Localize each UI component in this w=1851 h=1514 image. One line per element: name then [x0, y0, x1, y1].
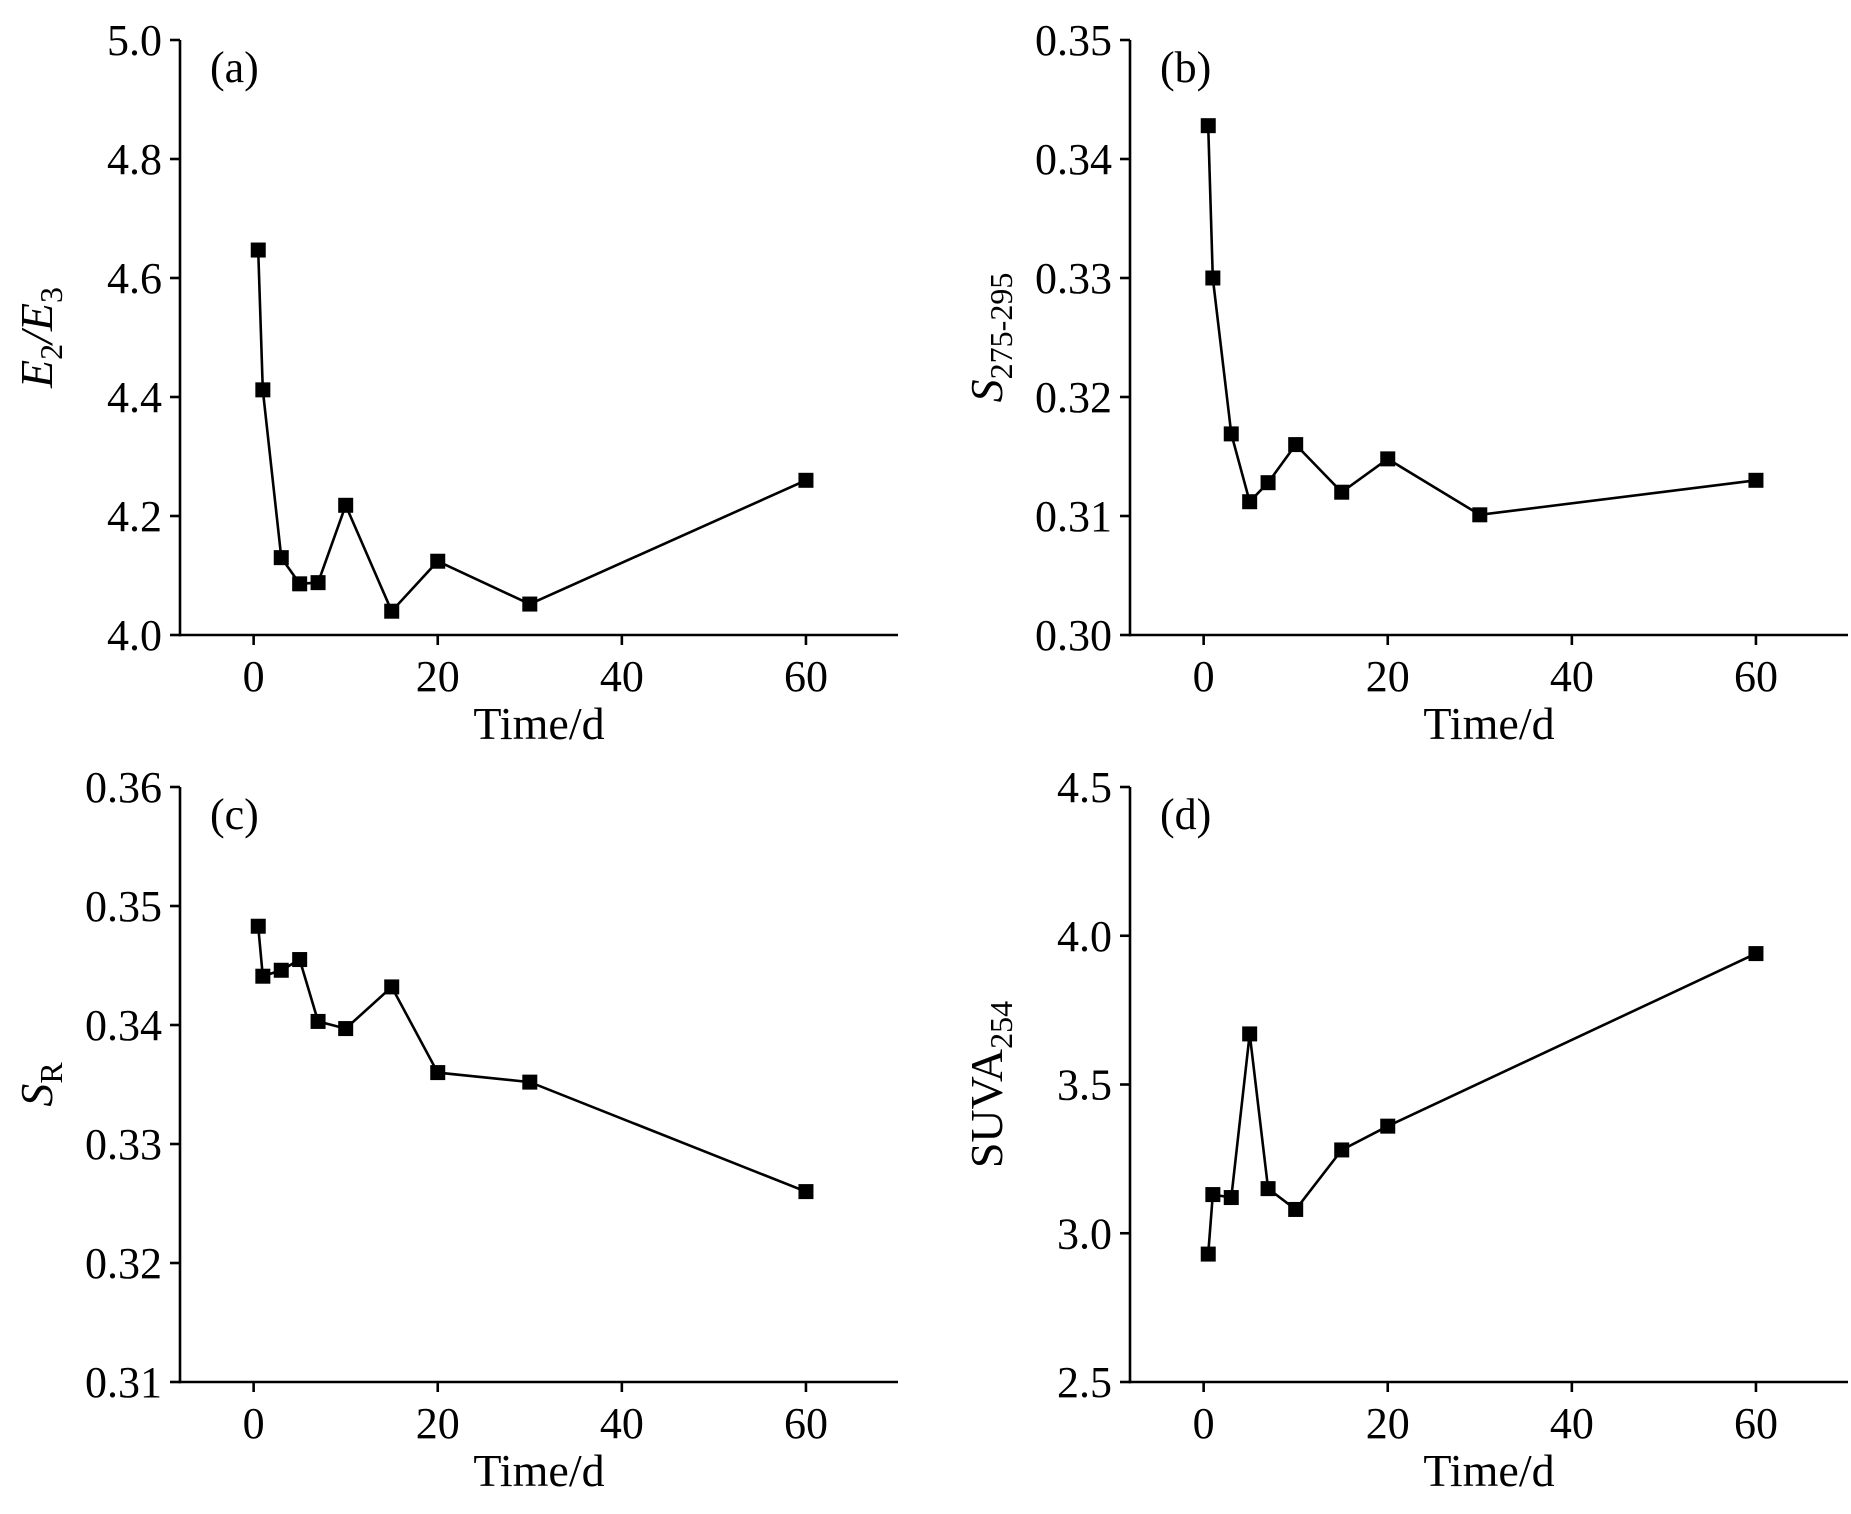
data-point-b: [1260, 475, 1276, 491]
data-point-a: [798, 472, 814, 488]
series-line-c: [256, 926, 807, 1193]
data-point-d: [1223, 1190, 1239, 1206]
y-tick-label-a: 4.6: [107, 254, 162, 303]
data-point-c: [292, 952, 308, 968]
data-point-d: [1748, 946, 1764, 962]
y-tick-label-c: 0.31: [85, 1358, 162, 1407]
data-point-b: [1223, 426, 1239, 442]
x-tick-label-b: 60: [1734, 652, 1778, 701]
x-tick-label-b: 20: [1366, 652, 1410, 701]
x-tick-label-c: 20: [416, 1399, 460, 1448]
data-point-c: [310, 1013, 326, 1029]
data-point-b: [1242, 494, 1258, 510]
x-tick-label-b: 0: [1193, 652, 1215, 701]
y-tick-label-b: 0.33: [1035, 254, 1112, 303]
data-point-d: [1260, 1181, 1276, 1197]
y-axis-title-d: SUVA254: [961, 1001, 1019, 1168]
y-tick-label-d: 3.0: [1057, 1209, 1112, 1258]
data-point-d: [1288, 1201, 1304, 1217]
data-point-b: [1380, 451, 1396, 467]
panel-b: 0.30 0.31 0.32 0.33 0.34 0.35 0 20 40 60 Time/d S27…: [961, 16, 1848, 749]
data-point-c: [798, 1184, 814, 1200]
y-tick-label-c: 0.35: [85, 882, 162, 931]
x-tick-label-c: 60: [784, 1399, 828, 1448]
data-point-a: [338, 497, 354, 513]
data-point-b: [1472, 507, 1488, 523]
x-tick-label-c: 0: [243, 1399, 265, 1448]
y-tick-label-b: 0.32: [1035, 373, 1112, 422]
data-point-a: [250, 242, 266, 258]
y-tick-label-a: 4.4: [107, 373, 162, 422]
y-tick-label-a: 4.8: [107, 135, 162, 184]
data-point-c: [384, 979, 400, 995]
panel-d: 2.5 3.0 3.5 4.0 4.5 0 20 40 60 Time/d SUVA254 (d): [961, 763, 1848, 1496]
data-point-c: [338, 1021, 354, 1037]
x-axis-title-b: Time/d: [1423, 698, 1554, 749]
y-tick-label-a: 4.2: [107, 492, 162, 541]
x-tick-label-d: 40: [1550, 1399, 1594, 1448]
y-tick-label-c: 0.32: [85, 1239, 162, 1288]
data-point-a: [310, 575, 326, 591]
data-point-c: [430, 1065, 446, 1081]
data-point-d: [1380, 1118, 1396, 1134]
data-point-c: [250, 918, 266, 934]
y-tick-label-c: 0.36: [85, 763, 162, 812]
x-tick-label-a: 20: [416, 652, 460, 701]
panel-label-c: (c): [210, 790, 259, 839]
series-line-b: [1206, 125, 1757, 517]
x-axis-title-a: Time/d: [473, 698, 604, 749]
y-axis-title-c: SR: [11, 1062, 69, 1107]
data-point-d: [1205, 1187, 1221, 1203]
data-point-b: [1205, 270, 1221, 286]
y-tick-label-d: 4.5: [1057, 763, 1112, 812]
panel-a: 4.0 4.2 4.4 4.6 4.8 5.0 0 20 40 60 Time/d E2/E3 (a): [11, 16, 898, 749]
data-point-c: [522, 1074, 538, 1090]
data-point-b: [1288, 437, 1304, 453]
y-axis-title-a: E2/E3: [11, 287, 69, 389]
x-tick-label-a: 40: [600, 652, 644, 701]
y-tick-label-b: 0.31: [1035, 492, 1112, 541]
x-axis-title-d: Time/d: [1423, 1445, 1554, 1496]
y-tick-label-b: 0.30: [1035, 611, 1112, 660]
x-tick-label-d: 60: [1734, 1399, 1778, 1448]
data-point-b: [1200, 118, 1216, 134]
y-tick-label-d: 2.5: [1057, 1358, 1112, 1407]
x-axis-title-c: Time/d: [473, 1445, 604, 1496]
y-tick-label-d: 3.5: [1057, 1061, 1112, 1110]
y-tick-label-a: 4.0: [107, 611, 162, 660]
y-tick-label-c: 0.34: [85, 1001, 162, 1050]
series-line-a: [256, 249, 807, 614]
x-tick-label-a: 0: [243, 652, 265, 701]
y-tick-label-c: 0.33: [85, 1120, 162, 1169]
y-axis-title-b: S275-295: [961, 273, 1019, 403]
data-point-a: [384, 603, 400, 619]
data-point-c: [255, 968, 271, 984]
x-tick-label-b: 40: [1550, 652, 1594, 701]
x-tick-label-d: 0: [1193, 1399, 1215, 1448]
data-point-d: [1242, 1026, 1258, 1042]
data-point-a: [255, 382, 271, 398]
y-tick-label-b: 0.35: [1035, 16, 1112, 65]
panel-label-a: (a): [210, 43, 259, 92]
panel-label-d: (d): [1160, 790, 1211, 839]
data-point-a: [430, 553, 446, 569]
data-point-a: [273, 550, 289, 566]
data-point-b: [1748, 472, 1764, 488]
y-tick-label-a: 5.0: [107, 16, 162, 65]
x-tick-label-d: 20: [1366, 1399, 1410, 1448]
y-tick-label-b: 0.34: [1035, 135, 1112, 184]
data-point-d: [1200, 1246, 1216, 1262]
panel-label-b: (b): [1160, 43, 1211, 92]
data-point-a: [292, 576, 308, 592]
x-tick-label-a: 60: [784, 652, 828, 701]
data-point-d: [1334, 1142, 1350, 1158]
y-tick-label-d: 4.0: [1057, 912, 1112, 961]
data-point-b: [1334, 484, 1350, 500]
data-point-c: [273, 962, 289, 978]
x-tick-label-c: 40: [600, 1399, 644, 1448]
panel-c: 0.31 0.32 0.33 0.34 0.35 0.36 0 20 40 60 Time/d SR (…: [11, 763, 898, 1496]
data-point-a: [522, 596, 538, 612]
